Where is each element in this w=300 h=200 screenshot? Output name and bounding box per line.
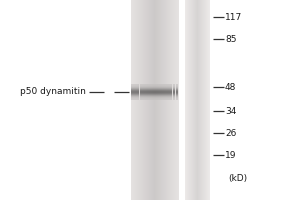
Text: 26: 26 [225, 129, 236, 138]
Text: 34: 34 [225, 107, 236, 116]
Text: 85: 85 [225, 34, 236, 44]
Text: p50 dynamitin: p50 dynamitin [20, 88, 85, 97]
Text: 48: 48 [225, 82, 236, 92]
Text: (kD): (kD) [228, 174, 247, 184]
Text: 19: 19 [225, 150, 236, 160]
Text: 117: 117 [225, 12, 242, 21]
